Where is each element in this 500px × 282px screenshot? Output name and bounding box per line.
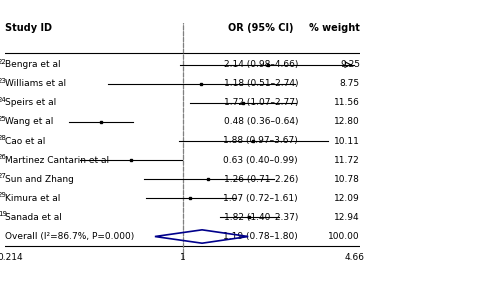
Text: 12.94: 12.94: [334, 213, 360, 222]
Text: 0.214: 0.214: [0, 253, 24, 262]
Text: 1.26 (0.71–2.26): 1.26 (0.71–2.26): [224, 175, 298, 184]
Text: 8.75: 8.75: [340, 79, 360, 88]
Text: 25: 25: [0, 116, 6, 122]
Text: 1.07 (0.72–1.61): 1.07 (0.72–1.61): [224, 194, 298, 203]
Text: % weight: % weight: [309, 23, 360, 32]
Text: 0.48 (0.36–0.64): 0.48 (0.36–0.64): [224, 117, 298, 126]
Text: Speirs et al: Speirs et al: [5, 98, 56, 107]
Text: Martinez Cantarin et al: Martinez Cantarin et al: [5, 156, 109, 165]
Text: 10.78: 10.78: [334, 175, 360, 184]
Text: OR (95% CI): OR (95% CI): [228, 23, 294, 32]
Text: 22: 22: [0, 59, 6, 65]
Text: 26: 26: [0, 154, 7, 160]
Text: 19: 19: [0, 212, 7, 217]
Text: 1.88 (0.97–3.67): 1.88 (0.97–3.67): [224, 136, 298, 146]
Text: 23: 23: [0, 78, 7, 84]
Text: 100.00: 100.00: [328, 232, 360, 241]
Text: Wang et al: Wang et al: [5, 117, 54, 126]
Text: 11.72: 11.72: [334, 156, 360, 165]
Text: 2.14 (0.98–4.66): 2.14 (0.98–4.66): [224, 60, 298, 69]
Text: Sun and Zhang: Sun and Zhang: [5, 175, 74, 184]
Text: 29: 29: [0, 192, 7, 198]
Text: Study ID: Study ID: [5, 23, 52, 32]
Text: 1.72 (1.07–2.77): 1.72 (1.07–2.77): [224, 98, 298, 107]
Text: 1.18 (0.51–2.74): 1.18 (0.51–2.74): [224, 79, 298, 88]
Text: Bengra et al: Bengra et al: [5, 60, 60, 69]
Text: 28: 28: [0, 135, 7, 141]
Text: 9.25: 9.25: [340, 60, 360, 69]
Text: 12.09: 12.09: [334, 194, 360, 203]
Text: 12.80: 12.80: [334, 117, 360, 126]
Text: Kimura et al: Kimura et al: [5, 194, 60, 203]
Text: 1.82 (1.40–2.37): 1.82 (1.40–2.37): [224, 213, 298, 222]
Text: 4.66: 4.66: [344, 253, 364, 262]
Text: Williams et al: Williams et al: [5, 79, 66, 88]
Text: 27: 27: [0, 173, 7, 179]
Text: Overall (I²=86.7%, P=0.000): Overall (I²=86.7%, P=0.000): [5, 232, 134, 241]
Text: Sanada et al: Sanada et al: [5, 213, 62, 222]
Text: 0.63 (0.40–0.99): 0.63 (0.40–0.99): [224, 156, 298, 165]
Text: 10.11: 10.11: [334, 136, 360, 146]
Text: 1: 1: [180, 253, 186, 262]
Text: Cao et al: Cao et al: [5, 136, 46, 146]
Text: 1.19 (0.78–1.80): 1.19 (0.78–1.80): [224, 232, 298, 241]
Text: 11.56: 11.56: [334, 98, 360, 107]
Text: 24: 24: [0, 97, 6, 103]
